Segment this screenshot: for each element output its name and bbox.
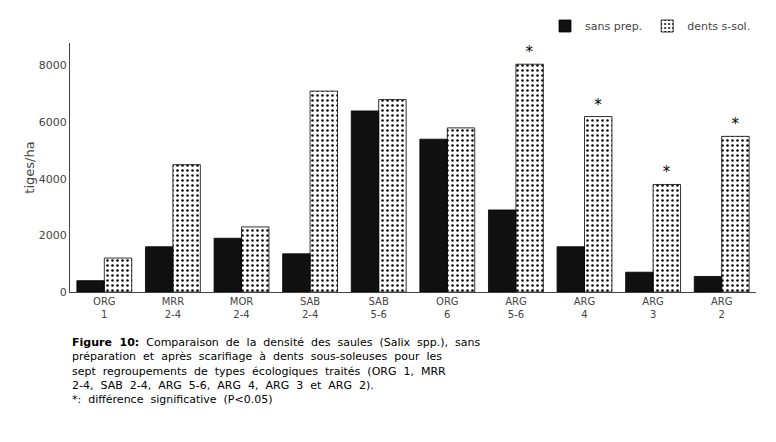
svg-text:ORG1: ORG1 [93,296,116,320]
svg-text:2000: 2000 [39,229,67,242]
svg-text:*: * [663,163,671,181]
svg-text:*: * [731,115,739,133]
svg-text:SAB2-4: SAB2-4 [300,296,320,320]
svg-text:4000: 4000 [39,173,67,186]
svg-text:MRR2-4: MRR2-4 [162,296,185,320]
svg-text:ORG6: ORG6 [436,296,459,320]
svg-text:ARG4: ARG4 [574,296,596,320]
svg-text:MOR2-4: MOR2-4 [230,296,253,320]
svg-text:ARG5-6: ARG5-6 [505,296,527,320]
svg-text:*: * [594,96,602,114]
svg-text:ARG2: ARG2 [711,296,733,320]
svg-text:8000: 8000 [39,59,67,72]
svg-text:sans prep.: sans prep. [585,20,642,33]
svg-text:ARG3: ARG3 [642,296,664,320]
svg-text:SAB5-6: SAB5-6 [369,296,389,320]
svg-text:dents s-sol.: dents s-sol. [687,20,750,33]
svg-text:Figure 10: Comparaison de: Figure 10: Comparaison de la densité des… [72,336,480,406]
svg-text:6000: 6000 [39,116,67,129]
svg-text:tiges/ha: tiges/ha [22,141,37,193]
svg-text:*: * [526,43,534,61]
svg-text:0: 0 [60,286,67,299]
